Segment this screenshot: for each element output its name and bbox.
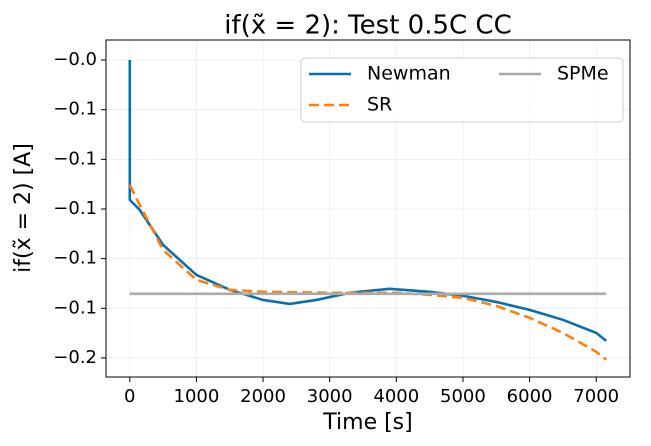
x-tick-label: 5000	[440, 386, 486, 407]
x-tick-label: 2000	[240, 386, 286, 407]
legend-label: SPMe	[557, 63, 609, 85]
legend-label: SR	[367, 94, 392, 116]
x-tick-label: 7000	[573, 386, 619, 407]
y-tick-label: −0.1	[53, 297, 97, 318]
x-tick-label: 6000	[507, 386, 553, 407]
y-tick-label: −0.1	[53, 198, 97, 219]
line-1	[128, 184, 608, 361]
x-axis-label: Time [s]	[322, 410, 412, 435]
line-0	[128, 60, 608, 342]
x-tick-label: 3000	[307, 386, 353, 407]
x-tick-label: 4000	[373, 386, 419, 407]
y-tick-label: −0.0	[53, 49, 97, 70]
legend-label: Newman	[367, 63, 451, 85]
legend-box	[300, 57, 624, 123]
y-tick-label: −0.2	[53, 347, 97, 368]
plot-frame	[105, 39, 631, 378]
x-tick-label: 1000	[174, 386, 220, 407]
y-tick-label: −0.1	[53, 148, 97, 169]
x-tick-label: 0	[124, 386, 135, 407]
y-tick-label: −0.1	[53, 99, 97, 120]
chart-title: if(x̃ = 2): Test 0.5C CC	[224, 11, 511, 41]
y-tick-label: −0.1	[53, 248, 97, 269]
y-axis-label: if(x̃ = 2) [A]	[11, 143, 36, 273]
